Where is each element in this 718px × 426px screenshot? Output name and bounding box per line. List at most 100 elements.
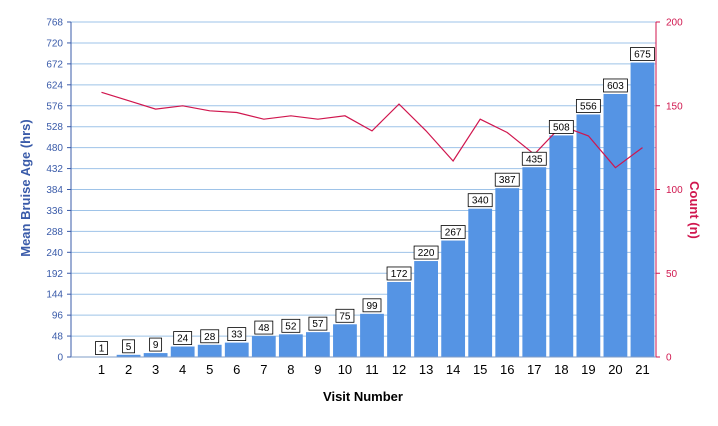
data-label: 675 <box>634 50 651 61</box>
line-series <box>101 91 643 169</box>
x-tick-label: 12 <box>392 362 406 377</box>
y-tick-label-left: 384 <box>46 185 63 196</box>
data-label-box <box>494 172 520 187</box>
x-tick-label: 21 <box>635 362 649 377</box>
data-label-box <box>173 331 193 345</box>
data-label-box <box>254 320 274 335</box>
data-label: 340 <box>472 196 489 207</box>
data-label: 48 <box>258 323 270 334</box>
data-label: 99 <box>366 301 378 312</box>
x-tick-label: 10 <box>338 362 352 377</box>
y-tick-label-left: 336 <box>46 206 63 217</box>
data-label: 1 <box>99 344 105 355</box>
data-label: 387 <box>499 175 516 186</box>
data-label-box <box>200 329 220 344</box>
y-tick-label-right: 150 <box>666 101 683 112</box>
data-label: 52 <box>285 321 297 332</box>
data-label-box <box>630 47 655 61</box>
y-tick-label-left: 192 <box>46 269 63 280</box>
y-tick-label-left: 0 <box>57 353 63 364</box>
x-tick-label: 15 <box>473 362 487 377</box>
y-tick-label-right: 200 <box>666 18 683 29</box>
bar <box>414 261 438 357</box>
y-tick-label-left: 720 <box>46 38 63 49</box>
data-label-box <box>467 193 493 208</box>
y-tick-label-left: 288 <box>46 227 63 238</box>
bar <box>333 324 357 357</box>
data-label-box <box>521 151 547 166</box>
y-tick-label-right: 100 <box>666 185 683 196</box>
data-label: 220 <box>418 248 435 259</box>
data-label: 267 <box>445 228 462 239</box>
x-tick-label: 4 <box>179 362 186 377</box>
x-tick-label: 5 <box>206 362 213 377</box>
bar <box>576 114 601 357</box>
x-tick-label: 14 <box>446 362 460 377</box>
data-label: 9 <box>153 340 159 351</box>
bar <box>387 281 411 357</box>
y-tick-label-left: 48 <box>52 332 64 343</box>
x-tick-label: 2 <box>125 362 132 377</box>
x-tick-label: 16 <box>500 362 514 377</box>
bar <box>522 167 547 357</box>
data-label: 435 <box>526 154 543 165</box>
data-labels: 1 5 9 24 28 33 48 52 57 75 99 172 220 267 340 387 435 508… <box>95 47 655 355</box>
bar <box>630 62 655 357</box>
x-tick-label: 6 <box>233 362 240 377</box>
x-tick-label: 13 <box>419 362 433 377</box>
data-label: 75 <box>339 311 351 322</box>
data-label: 33 <box>231 330 243 341</box>
data-label: 556 <box>580 101 597 112</box>
x-tick-label: 9 <box>314 362 321 377</box>
data-label-box <box>122 339 135 354</box>
x-tick-label: 17 <box>527 362 541 377</box>
data-label-box <box>149 337 163 352</box>
data-label-box <box>603 78 628 93</box>
data-label-box <box>386 266 412 281</box>
x-tick-label: 20 <box>608 362 622 377</box>
y-tick-label-left: 576 <box>46 101 63 112</box>
bar <box>143 353 168 357</box>
bar <box>468 208 493 357</box>
y-tick-label-left: 96 <box>52 311 64 322</box>
data-label-box <box>308 316 328 331</box>
bar <box>170 346 195 357</box>
y-tick-label-left: 624 <box>46 80 63 91</box>
data-label: 24 <box>177 334 189 345</box>
y-tick-label-left: 528 <box>46 122 63 133</box>
bar <box>441 240 466 357</box>
y-tick-label-left: 480 <box>46 143 63 154</box>
y-axis-title-right: Count (n) <box>687 181 702 239</box>
data-label: 57 <box>312 319 324 330</box>
bar <box>224 342 249 357</box>
data-label-box <box>281 318 301 333</box>
data-label-box <box>227 327 247 342</box>
count-line <box>101 91 643 169</box>
data-label-box <box>548 120 574 134</box>
x-tick-label: 3 <box>152 362 159 377</box>
x-tick-label: 11 <box>365 362 379 377</box>
bar <box>306 332 330 357</box>
y-tick-label-left: 144 <box>46 290 63 301</box>
bar <box>495 188 520 357</box>
data-label-box <box>335 308 355 323</box>
y-tick-label-left: 672 <box>46 59 63 70</box>
axes: 0489614419224028833638443248052857662467… <box>46 18 683 378</box>
data-label-box <box>413 245 439 260</box>
bar-series <box>89 62 655 357</box>
y-tick-label-left: 768 <box>46 18 63 29</box>
bar <box>116 354 141 357</box>
grid-lines <box>71 21 656 358</box>
data-label: 172 <box>391 269 408 280</box>
bar <box>197 344 222 357</box>
bar <box>603 93 628 357</box>
data-label-box <box>95 341 108 355</box>
data-label-box <box>575 99 601 113</box>
x-tick-label: 7 <box>260 362 267 377</box>
x-tick-label: 19 <box>581 362 595 377</box>
data-label-box <box>440 225 466 239</box>
x-tick-label: 18 <box>554 362 568 377</box>
data-label-box <box>362 298 382 313</box>
y-tick-label-right: 50 <box>666 269 678 280</box>
